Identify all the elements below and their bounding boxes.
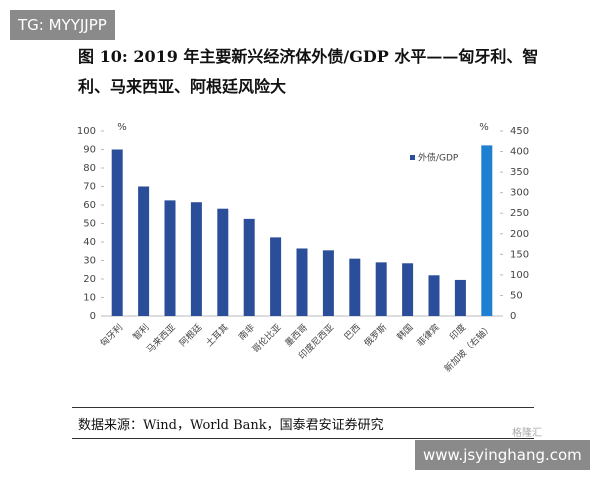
watermark: www.jsyinghang.com — [415, 440, 590, 470]
bar — [375, 262, 387, 316]
y-tick-label: 30 — [83, 256, 96, 267]
x-tick-label: 智利 — [130, 321, 151, 342]
y2-unit: % — [479, 122, 489, 133]
chart-title: 图 10: 2019 年主要新兴经济体外债/GDP 水平——匈牙利、智利、马来西… — [78, 47, 539, 96]
y2-tick-label: 0 — [510, 311, 516, 322]
rule — [72, 407, 534, 408]
y2-tick-label: 50 — [510, 290, 523, 301]
y-tick-label: 70 — [83, 182, 96, 193]
y2-tick-label: 250 — [510, 208, 529, 219]
x-tick-label: 南非 — [236, 321, 257, 342]
x-tick-label: 哥伦比亚 — [250, 321, 284, 355]
y2-tick-label: 200 — [510, 229, 529, 240]
x-tick-label: 匈牙利 — [98, 321, 126, 349]
x-tick-label: 印度 — [447, 321, 468, 342]
bar — [322, 250, 334, 316]
bar — [454, 279, 466, 316]
y-unit: % — [117, 122, 127, 133]
x-tick-label: 马来西亚 — [145, 322, 178, 355]
bar — [111, 149, 123, 316]
x-tick-label: 巴西 — [342, 322, 363, 343]
y-tick-label: 80 — [83, 163, 96, 174]
bar — [190, 202, 202, 316]
bar — [481, 145, 493, 316]
bar — [402, 263, 414, 316]
y2-tick-label: 350 — [510, 167, 529, 178]
y-tick-label: 90 — [83, 145, 96, 156]
y2-tick-label: 150 — [510, 249, 529, 260]
watermark: TG: MYYJJPP — [10, 10, 115, 40]
legend-swatch — [410, 155, 415, 160]
y2-tick-label: 100 — [510, 270, 529, 281]
bar — [428, 275, 440, 316]
y-tick-label: 0 — [90, 311, 96, 322]
bar — [138, 186, 150, 316]
bar — [164, 200, 176, 316]
y-tick-label: 50 — [83, 219, 96, 230]
bar — [270, 237, 282, 316]
y-tick-label: 40 — [83, 237, 96, 248]
legend-label: 外债/GDP — [418, 152, 459, 164]
x-tick-label: 土耳其 — [203, 321, 231, 349]
bar — [349, 258, 361, 316]
x-tick-label: 阿根廷 — [177, 321, 205, 349]
bar — [296, 248, 308, 316]
bar — [217, 208, 229, 316]
x-tick-label: 俄罗斯 — [362, 321, 390, 349]
bar — [243, 218, 255, 316]
y2-tick-label: 450 — [510, 126, 529, 137]
y2-tick-label: 300 — [510, 188, 529, 199]
x-tick-label: 韩国 — [394, 321, 415, 342]
y-tick-label: 100 — [77, 126, 96, 137]
y-tick-label: 20 — [83, 274, 96, 285]
logo: 格隆汇 — [512, 428, 542, 439]
rule — [72, 438, 534, 439]
x-tick-label: 新加坡（右轴） — [442, 321, 495, 374]
y-tick-label: 60 — [83, 200, 96, 211]
y-tick-label: 10 — [83, 293, 96, 304]
x-tick-label: 菲律宾 — [414, 321, 442, 349]
source: 数据来源：Wind，World Bank，国泰君安证券研究 — [78, 418, 384, 433]
y2-tick-label: 400 — [510, 147, 529, 158]
